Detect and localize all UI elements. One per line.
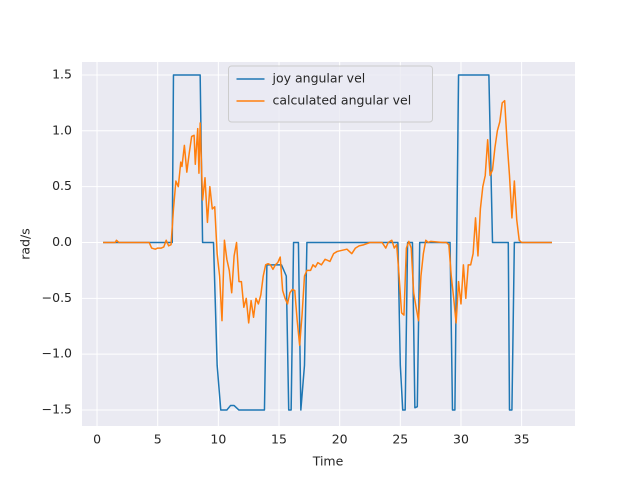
y-axis-label: rad/s — [18, 228, 33, 259]
x-tick-label: 35 — [514, 432, 530, 447]
x-tick-label: 25 — [392, 432, 408, 447]
legend-label: joy angular vel — [272, 71, 366, 86]
y-tick-label: 0.0 — [52, 234, 72, 249]
legend-label: calculated angular vel — [273, 93, 412, 108]
legend-box — [228, 65, 433, 123]
x-tick-label: 30 — [453, 432, 469, 447]
y-tick-label: 1.5 — [52, 66, 72, 81]
x-tick-label: 15 — [271, 432, 287, 447]
x-tick-label: 0 — [93, 432, 101, 447]
x-tick-label: 20 — [332, 432, 348, 447]
y-tick-label: −1.5 — [42, 402, 72, 417]
x-axis-label: Time — [312, 454, 344, 469]
legend: joy angular vel calculated angular vel — [228, 65, 433, 123]
y-tick-label: −1.0 — [42, 346, 72, 361]
y-tick-label: 0.5 — [52, 178, 72, 193]
data-line — [103, 99, 552, 346]
x-tick-label: 10 — [210, 432, 226, 447]
data-line — [103, 74, 552, 411]
y-tick-label: −0.5 — [42, 290, 72, 305]
x-tick-label: 5 — [154, 432, 162, 447]
y-tick-label: 1.0 — [52, 122, 72, 137]
